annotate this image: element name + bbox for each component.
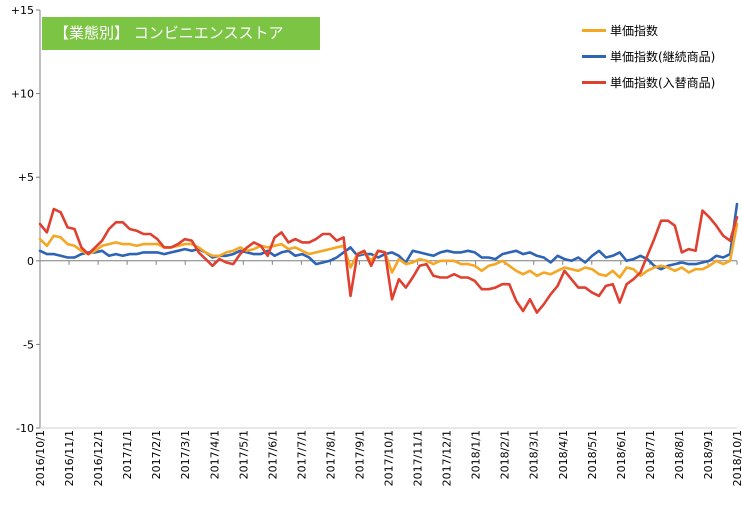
y-tick-label: +15 bbox=[11, 4, 34, 17]
x-tick-label: 2018/4/1 bbox=[557, 430, 570, 479]
x-tick-label: 2018/5/1 bbox=[586, 430, 599, 479]
x-tick-label: 2018/1/1 bbox=[470, 430, 483, 479]
y-tick-label: +10 bbox=[11, 88, 34, 101]
series-line-2 bbox=[38, 207, 739, 314]
y-tick-label: -5 bbox=[23, 338, 34, 351]
y-tick-label: -10 bbox=[16, 422, 34, 435]
x-tick-label: 2016/12/1 bbox=[92, 430, 105, 486]
x-tick-label: 2018/8/1 bbox=[673, 430, 686, 479]
y-tick-label: 0 bbox=[27, 255, 34, 268]
x-tick-label: 2018/2/1 bbox=[499, 430, 512, 479]
x-tick-label: 2017/3/1 bbox=[179, 430, 192, 479]
legend-swatch-red bbox=[582, 80, 606, 84]
legend-label: 単価指数 bbox=[610, 23, 659, 38]
chart-series bbox=[38, 202, 739, 314]
x-tick-label: 2018/3/1 bbox=[528, 430, 541, 479]
x-tick-label: 2017/2/1 bbox=[150, 430, 163, 479]
legend-label: 単価指数(継続商品) bbox=[610, 49, 716, 64]
x-tick-label: 2017/9/1 bbox=[353, 430, 366, 479]
legend-item-continuing-products: 単価指数(継続商品) bbox=[582, 46, 715, 66]
x-tick-label: 2018/9/1 bbox=[702, 430, 715, 479]
x-tick-label: 2017/8/1 bbox=[324, 430, 337, 479]
x-tick-label: 2017/6/1 bbox=[266, 430, 279, 479]
chart-legend: 単価指数 単価指数(継続商品) 単価指数(入替商品) bbox=[570, 14, 740, 96]
x-tick-label: 2016/11/1 bbox=[63, 430, 76, 486]
x-tick-label: 2018/6/1 bbox=[615, 430, 628, 479]
x-tick-label: 2017/11/1 bbox=[412, 430, 425, 486]
legend-swatch-blue bbox=[582, 54, 606, 58]
x-tick-label: 2017/4/1 bbox=[208, 430, 221, 479]
x-tick-label: 2018/10/1 bbox=[731, 430, 742, 486]
x-tick-label: 2017/10/1 bbox=[383, 430, 396, 486]
x-tick-label: 2018/7/1 bbox=[644, 430, 657, 479]
x-tick-label: 2017/1/1 bbox=[121, 430, 134, 479]
legend-swatch-orange bbox=[582, 28, 606, 32]
y-tick-label: +5 bbox=[18, 171, 34, 184]
x-tick-label: 2016/10/1 bbox=[34, 430, 47, 486]
legend-item-unit-price: 単価指数 bbox=[582, 20, 658, 40]
chart-title: 【業態別】 コンビニエンスストア bbox=[42, 17, 320, 50]
series-line-0 bbox=[38, 222, 739, 279]
x-tick-label: 2017/12/1 bbox=[441, 430, 454, 486]
series-line-1 bbox=[38, 202, 739, 271]
x-tick-label: 2017/7/1 bbox=[295, 430, 308, 479]
x-tick-label: 2017/5/1 bbox=[237, 430, 250, 479]
legend-item-replaced-products: 単価指数(入替商品) bbox=[582, 72, 715, 92]
legend-label: 単価指数(入替商品) bbox=[610, 75, 716, 90]
